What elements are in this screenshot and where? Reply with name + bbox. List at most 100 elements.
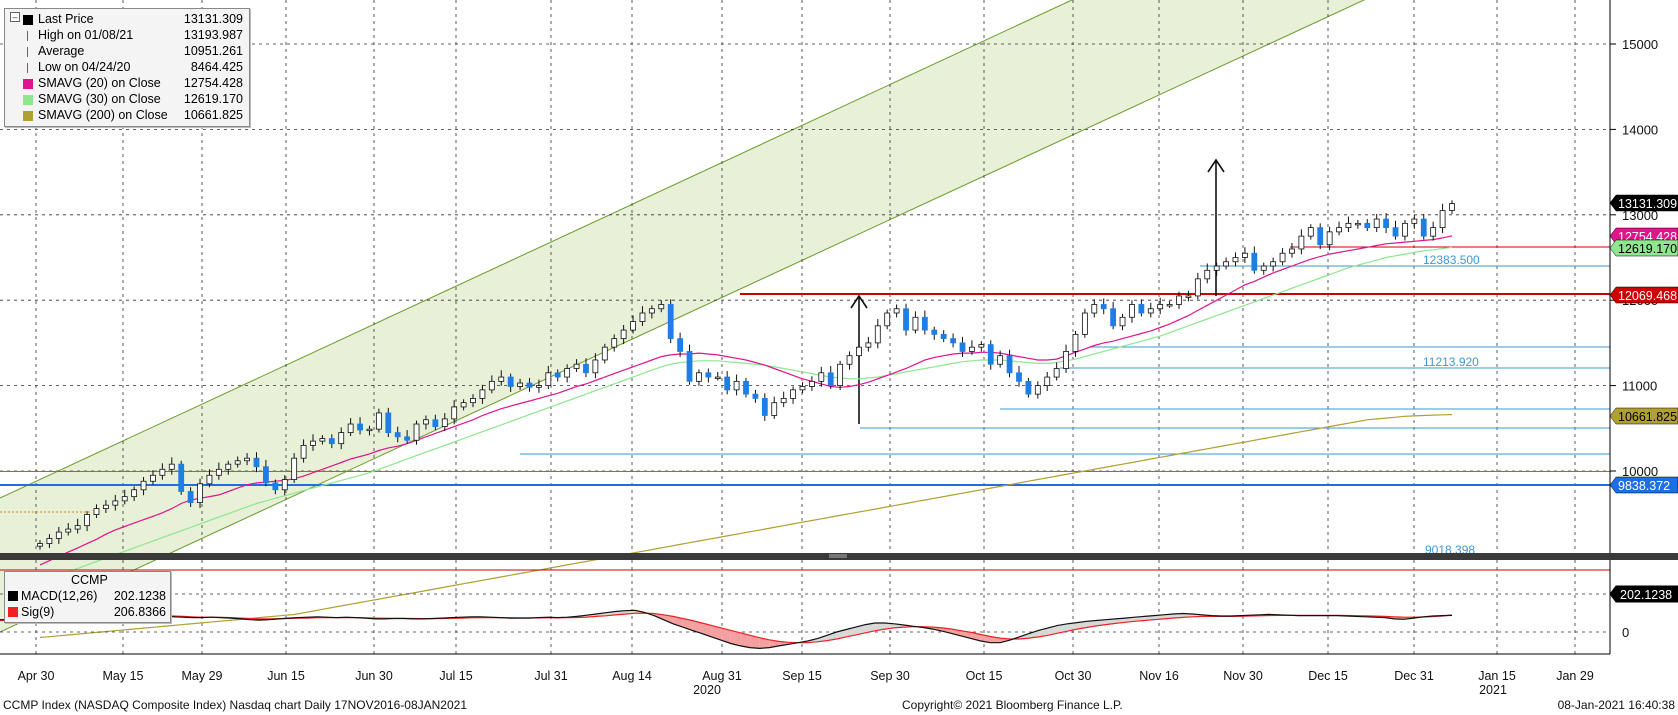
candle-body	[818, 372, 825, 382]
candle-body	[272, 482, 279, 491]
candle-body	[1317, 227, 1324, 246]
candle-body	[1025, 380, 1032, 395]
candle-body	[1270, 261, 1277, 267]
candle-body	[780, 398, 787, 404]
legend-value: 12754.428	[183, 76, 243, 90]
x-tick-label: Nov 16	[1139, 669, 1179, 683]
macd-histogram-fill	[884, 622, 895, 630]
legend-row[interactable]: SMAVG (30) on Close 12619.170	[5, 91, 249, 107]
macd-histogram-fill	[769, 639, 779, 648]
candle-body	[1392, 227, 1399, 237]
y-tick-label: 14000	[1622, 122, 1658, 137]
candle-body	[498, 376, 505, 382]
candle-body	[856, 346, 862, 357]
legend-panel[interactable]: – Last Price 13131.309 High on 01/08/21 131…	[4, 8, 250, 127]
candle-body	[714, 376, 721, 379]
candle-body	[969, 346, 975, 352]
candle-body	[357, 423, 363, 431]
macd-legend-panel[interactable]: CCMP MACD(12,26) 202.1238 Sig(9) 206.8366	[4, 571, 171, 623]
candle-body	[611, 338, 618, 348]
candle-body	[874, 325, 881, 344]
candle-body	[583, 363, 589, 374]
candle-body	[93, 508, 100, 515]
candle-body	[328, 438, 335, 445]
candle-body	[1336, 227, 1342, 233]
candle-body	[150, 474, 156, 482]
x-year-label: 2021	[1479, 683, 1507, 697]
legend-swatch	[27, 31, 34, 41]
macd-histogram-fill	[759, 637, 770, 649]
candle-body	[1034, 385, 1041, 395]
macd-panel-bg	[0, 560, 1610, 654]
candle-body	[940, 333, 947, 340]
legend-row[interactable]: Low on 04/24/20 8464.425	[5, 59, 249, 75]
candle-body	[1204, 269, 1211, 280]
legend-row[interactable]: Last Price 13131.309	[5, 11, 249, 27]
candle-body	[385, 412, 392, 433]
candle-body	[1176, 295, 1182, 305]
x-tick-label: Jan 15	[1478, 669, 1516, 683]
macd-histogram-fill	[1057, 623, 1068, 634]
macd-legend-row[interactable]: Sig(9) 206.8366	[5, 604, 170, 620]
candle-body	[1411, 218, 1418, 224]
collapse-icon[interactable]: –	[10, 12, 20, 22]
candle-body	[827, 372, 834, 387]
candle-body	[1345, 222, 1352, 229]
macd-histogram-fill	[730, 630, 741, 646]
candle-body	[931, 329, 938, 335]
candle-body	[959, 342, 966, 352]
candle-body	[978, 344, 985, 348]
macd-histogram-fill	[1096, 619, 1106, 626]
candle-body	[1402, 222, 1408, 237]
x-tick-label: Dec 31	[1394, 669, 1434, 683]
legend-swatch	[27, 47, 34, 57]
x-tick-label: May 15	[103, 669, 144, 683]
candle-body	[168, 463, 175, 470]
candle-body	[987, 344, 994, 365]
macd-histogram-fill	[750, 635, 760, 649]
legend-value: 13193.987	[183, 28, 243, 42]
x-tick-label: Aug 31	[702, 669, 742, 683]
price-tag	[1609, 239, 1678, 257]
macd-line	[0, 609, 1453, 650]
price-tag	[1609, 286, 1678, 304]
legend-value: 206.8366	[113, 605, 166, 619]
x-tick-label: Dec 15	[1308, 669, 1348, 683]
candle-body	[281, 479, 288, 491]
candle-body	[55, 531, 62, 539]
macd-legend-row[interactable]: MACD(12,26) 202.1238	[5, 588, 170, 604]
macd-histogram-fill	[663, 614, 674, 624]
signal-line	[0, 612, 1453, 644]
candle-body	[507, 376, 514, 387]
macd-histogram-fill	[865, 622, 876, 633]
candle-body	[1223, 261, 1229, 267]
candle-body	[733, 380, 740, 391]
y-tick-label: 13000	[1622, 208, 1658, 223]
candle-body	[1157, 304, 1164, 310]
candle-body	[1364, 222, 1371, 229]
candle-body	[1053, 368, 1060, 378]
price-tag	[1609, 407, 1678, 425]
legend-row[interactable]: SMAVG (20) on Close 12754.428	[5, 75, 249, 91]
candle-body	[413, 423, 420, 441]
candle-body	[1147, 308, 1154, 314]
legend-row[interactable]: SMAVG (200) on Close 10661.825	[5, 107, 249, 123]
legend-row[interactable]: Average 10951.261	[5, 43, 249, 59]
trend-channel-lower	[0, 0, 1366, 633]
legend-row[interactable]: High on 01/08/21 13193.987	[5, 27, 249, 43]
x-tick-label: Apr 30	[18, 669, 55, 683]
candle-body	[291, 457, 298, 480]
candle-body	[893, 308, 900, 314]
candle-body	[790, 389, 796, 399]
macd-histogram-fill	[855, 624, 866, 635]
legend-swatch	[23, 15, 33, 25]
macd-histogram-fill	[692, 620, 702, 634]
candle-body	[997, 355, 1004, 365]
x-tick-label: Jun 30	[355, 669, 393, 683]
candle-body	[234, 460, 241, 465]
candle-body	[517, 382, 523, 387]
macd-histogram-fill	[826, 632, 837, 641]
candle-body	[950, 338, 956, 344]
candle-body	[1138, 304, 1145, 314]
candle-body	[46, 538, 53, 544]
